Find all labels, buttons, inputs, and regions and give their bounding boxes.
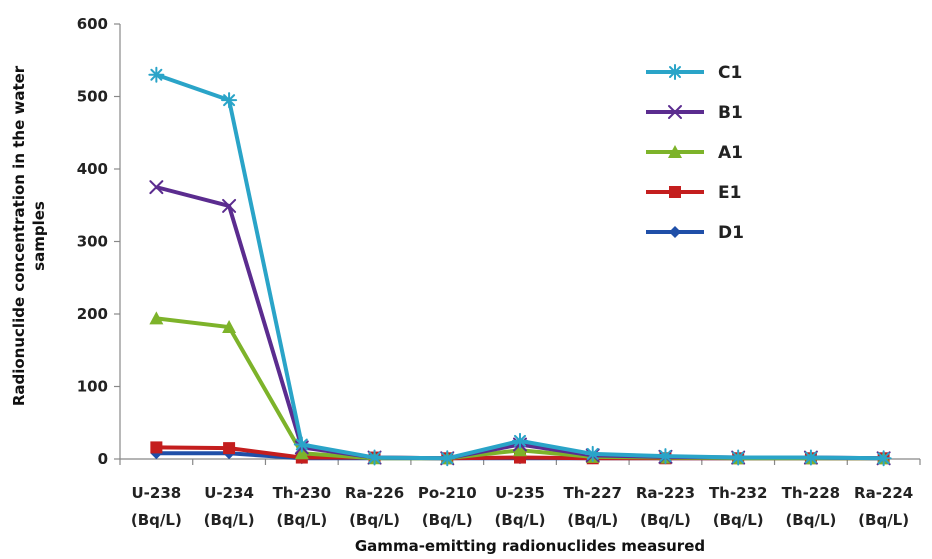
x-tick-label-unit: (Bq/L) — [858, 511, 909, 529]
x-tick-label-unit: (Bq/L) — [349, 511, 400, 529]
x-tick-label-unit: (Bq/L) — [131, 511, 182, 529]
y-tick-label: 0 — [98, 450, 108, 468]
series-B1 — [149, 180, 891, 466]
legend-label: B1 — [718, 103, 743, 123]
legend-marker — [668, 105, 682, 119]
y-tick-label: 300 — [77, 233, 108, 251]
y-axis-ticks: 0 100 200 300 400 500 600 — [77, 15, 120, 468]
data-point — [148, 66, 165, 83]
y-tick-label: 100 — [77, 378, 108, 396]
data-point — [221, 92, 238, 109]
data-point — [875, 450, 892, 467]
data-point — [294, 446, 309, 460]
x-tick-label-unit: (Bq/L) — [276, 511, 327, 529]
x-tick-label: Th-230 — [273, 484, 331, 502]
x-tick-label-unit: (Bq/L) — [640, 511, 691, 529]
x-tick-label: U-238 — [132, 484, 182, 502]
data-point — [657, 448, 674, 465]
legend-marker — [668, 145, 682, 158]
data-point — [439, 450, 456, 467]
y-axis-title: Radionuclide concentration in the water … — [10, 65, 48, 406]
x-tick-label: Po-210 — [418, 484, 477, 502]
series-C1 — [148, 66, 892, 467]
data-point — [222, 198, 237, 213]
legend-item-B1: B1 — [646, 103, 743, 123]
x-tick-label-unit: (Bq/L) — [567, 511, 618, 529]
legend-marker — [667, 64, 683, 80]
x-tick-label: Th-228 — [782, 484, 840, 502]
x-tick-label-unit: (Bq/L) — [422, 511, 473, 529]
data-point — [366, 449, 383, 466]
x-tick-label: Ra-226 — [345, 484, 404, 502]
legend-item-A1: A1 — [646, 143, 743, 163]
data-point — [802, 449, 819, 466]
legend: C1 B1 A1 E1 D1 — [646, 63, 744, 243]
data-point — [150, 441, 163, 454]
x-tick-label: Th-227 — [564, 484, 622, 502]
legend-marker — [669, 186, 681, 198]
legend-label: C1 — [718, 63, 742, 83]
data-point — [584, 445, 601, 462]
legend-label: A1 — [718, 143, 743, 163]
legend-label: E1 — [718, 183, 741, 203]
data-point — [149, 311, 164, 325]
x-tick-label: Ra-224 — [854, 484, 913, 502]
y-axis-title-line-1: Radionuclide concentration in the water — [10, 65, 28, 406]
series-lines — [148, 66, 892, 467]
x-tick-label: Ra-223 — [636, 484, 695, 502]
data-point — [293, 436, 310, 453]
y-axis-title-line-2: samples — [30, 201, 48, 271]
legend-item-E1: E1 — [646, 183, 741, 203]
legend-marker — [669, 226, 681, 238]
y-tick-label: 200 — [77, 305, 108, 323]
y-tick-label: 400 — [77, 160, 108, 178]
x-tick-label: U-235 — [495, 484, 545, 502]
data-point — [512, 432, 528, 449]
x-tick-label: U-234 — [204, 484, 254, 502]
x-axis-ticks: U-238 (Bq/L) U-234 (Bq/L) Th-230 (Bq/L) Ra-226… — [119, 459, 921, 529]
x-tick-label-unit: (Bq/L) — [713, 511, 764, 529]
data-point — [223, 442, 236, 455]
series-line — [155, 72, 884, 461]
y-tick-label: 600 — [77, 15, 108, 33]
data-point — [730, 449, 747, 466]
legend-item-D1: D1 — [646, 223, 744, 243]
x-tick-label-unit: (Bq/L) — [204, 511, 255, 529]
x-tick-label-unit: (Bq/L) — [785, 511, 836, 529]
x-tick-label: Th-232 — [709, 484, 767, 502]
data-point — [149, 180, 164, 195]
x-axis-title: Gamma-emitting radionuclides measured — [355, 537, 705, 555]
x-tick-label-unit: (Bq/L) — [495, 511, 546, 529]
series-line — [155, 185, 884, 461]
legend-item-C1: C1 — [646, 63, 742, 83]
data-point — [222, 320, 237, 334]
data-point — [513, 443, 527, 457]
y-tick-label: 500 — [77, 88, 108, 106]
legend-label: D1 — [718, 223, 744, 243]
